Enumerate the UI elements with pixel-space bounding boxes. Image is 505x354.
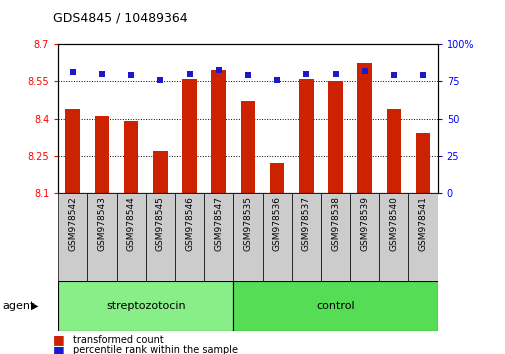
Text: GSM978545: GSM978545	[156, 196, 165, 251]
Bar	[182, 79, 196, 193]
Bar	[269, 163, 284, 193]
Text: GSM978535: GSM978535	[243, 196, 252, 251]
Bar	[262, 193, 291, 281]
Point	[331, 71, 339, 77]
Point	[389, 73, 397, 78]
Bar	[94, 116, 109, 193]
Point	[185, 71, 193, 77]
Bar	[349, 193, 379, 281]
Text: ▶: ▶	[31, 301, 38, 311]
Text: GSM978544: GSM978544	[126, 196, 135, 251]
Bar	[379, 193, 408, 281]
Bar	[204, 193, 233, 281]
Point	[98, 71, 106, 77]
Text: GDS4845 / 10489364: GDS4845 / 10489364	[53, 12, 187, 25]
Bar	[320, 193, 349, 281]
Text: control: control	[316, 301, 354, 311]
Bar	[58, 193, 87, 281]
Bar	[298, 79, 313, 193]
Bar	[211, 70, 226, 193]
Text: GSM978539: GSM978539	[360, 196, 369, 251]
Point	[301, 71, 310, 77]
Bar	[175, 193, 204, 281]
Bar	[408, 193, 437, 281]
Text: GSM978546: GSM978546	[185, 196, 194, 251]
Point	[214, 67, 222, 72]
Point	[156, 77, 164, 83]
Text: transformed count: transformed count	[73, 335, 164, 345]
Point	[360, 68, 368, 74]
Bar	[65, 109, 80, 193]
Bar	[357, 63, 371, 193]
Bar	[233, 193, 262, 281]
Bar	[145, 193, 175, 281]
Bar	[116, 193, 145, 281]
Bar	[415, 133, 430, 193]
Point	[127, 73, 135, 78]
Text: percentile rank within the sample: percentile rank within the sample	[73, 346, 238, 354]
Bar	[240, 101, 255, 193]
Bar	[124, 121, 138, 193]
Text: GSM978542: GSM978542	[68, 196, 77, 251]
Bar	[291, 193, 320, 281]
Bar	[233, 281, 437, 331]
Text: GSM978541: GSM978541	[418, 196, 427, 251]
Text: ■: ■	[53, 333, 65, 346]
Bar	[153, 151, 167, 193]
Bar	[87, 193, 116, 281]
Text: GSM978538: GSM978538	[330, 196, 339, 251]
Bar	[58, 281, 233, 331]
Bar	[386, 109, 400, 193]
Text: GSM978537: GSM978537	[301, 196, 310, 251]
Bar	[328, 81, 342, 193]
Text: GSM978543: GSM978543	[97, 196, 106, 251]
Text: agent: agent	[3, 301, 35, 311]
Point	[273, 77, 281, 83]
Point	[418, 73, 426, 78]
Text: ■: ■	[53, 344, 65, 354]
Text: GSM978547: GSM978547	[214, 196, 223, 251]
Text: streptozotocin: streptozotocin	[106, 301, 185, 311]
Text: GSM978540: GSM978540	[389, 196, 397, 251]
Text: GSM978536: GSM978536	[272, 196, 281, 251]
Point	[69, 70, 77, 75]
Point	[243, 73, 251, 78]
